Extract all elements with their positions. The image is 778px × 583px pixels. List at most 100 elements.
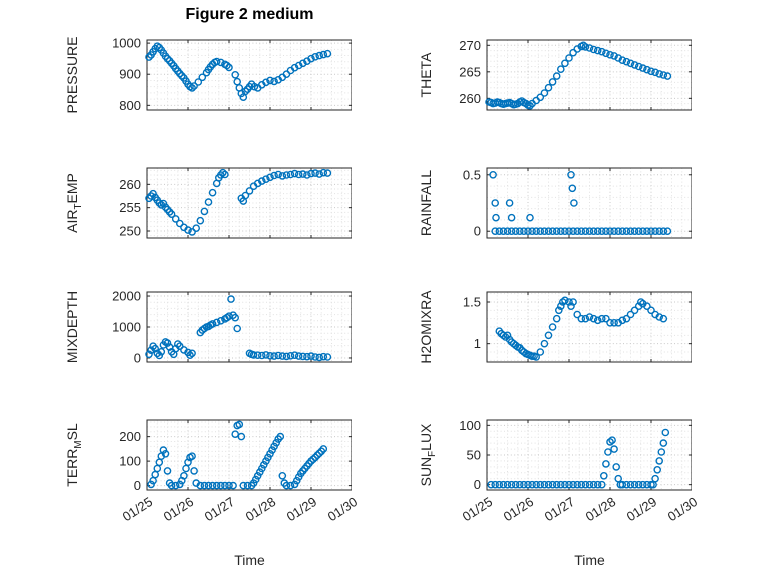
x-tick-label: 01/25 xyxy=(119,494,156,525)
y-tick-label: 270 xyxy=(459,38,481,53)
plot-area-svg: 0 1000 2000 xyxy=(112,290,352,364)
data-point-marker xyxy=(149,189,157,198)
y-axis-label-text: H2OMIXRA xyxy=(418,290,434,364)
data-point-marker xyxy=(235,420,244,429)
data-point-marker xyxy=(323,169,332,177)
x-tick-label: 01/27 xyxy=(541,494,578,525)
data-point-marker xyxy=(581,43,590,51)
data-point-marker xyxy=(573,480,581,489)
data-point-marker xyxy=(184,226,192,234)
data-point-marker xyxy=(569,298,577,306)
data-point-marker xyxy=(597,480,606,489)
data-point-marker xyxy=(268,446,276,454)
data-point-marker xyxy=(647,227,655,235)
data-point-marker xyxy=(589,480,598,489)
data-point-marker xyxy=(225,63,233,72)
data-point-marker xyxy=(292,476,301,485)
data-point-marker xyxy=(163,54,172,63)
data-point-marker xyxy=(524,480,532,489)
data-point-marker xyxy=(602,314,610,323)
y-tick-label: 0.5 xyxy=(463,167,481,182)
data-point-marker xyxy=(153,349,162,358)
data-point-marker xyxy=(520,480,528,489)
data-point-marker xyxy=(651,68,659,77)
data-point-marker xyxy=(548,78,557,86)
data-point-marker xyxy=(663,227,672,235)
data-point-marker xyxy=(274,170,282,179)
subplot-sunflux: SUNFLUX 0 50 100 xyxy=(418,418,692,492)
plot-area-svg: 11.5 xyxy=(463,291,692,363)
data-point-marker xyxy=(647,67,655,76)
data-point-marker xyxy=(511,480,520,489)
data-point-marker xyxy=(626,227,635,235)
data-point-marker xyxy=(599,472,608,480)
data-point-marker xyxy=(282,70,291,79)
y-axis-label-text: SUNFLUX xyxy=(418,423,438,487)
data-point-marker xyxy=(593,227,602,235)
data-point-marker xyxy=(147,346,155,355)
data-point-marker xyxy=(245,187,254,195)
subplot-theta: THETA 260 265 270 xyxy=(418,38,692,112)
data-point-marker xyxy=(208,320,217,328)
y-tick-label: 0 xyxy=(134,350,141,364)
data-point-marker xyxy=(561,59,569,68)
data-point-marker xyxy=(323,49,332,58)
data-point-marker xyxy=(532,480,540,489)
y-tick-label: 900 xyxy=(119,67,141,82)
data-point-marker xyxy=(307,457,315,465)
data-point-marker xyxy=(311,353,319,361)
data-point-marker xyxy=(597,47,606,56)
data-point-marker xyxy=(298,170,307,178)
data-point-marker xyxy=(217,316,225,325)
subplot-rainfall: RAINFALL 0 0.5 xyxy=(418,166,692,240)
data-point-marker xyxy=(278,172,287,180)
subplot-mixdepth: MIXDEPTH 0 1000 2000 xyxy=(64,290,352,364)
data-point-marker xyxy=(290,63,299,72)
data-point-marker xyxy=(274,351,282,360)
data-point-marker xyxy=(608,436,616,445)
data-point-marker xyxy=(276,432,285,441)
data-point-marker xyxy=(307,169,315,178)
data-point-marker xyxy=(270,77,278,86)
data-point-marker xyxy=(618,56,627,65)
data-point-marker xyxy=(569,227,577,235)
data-point-marker xyxy=(315,353,323,362)
data-point-marker xyxy=(606,227,614,235)
data-point-marker xyxy=(250,82,259,91)
data-point-marker xyxy=(171,481,180,490)
y-tick-label: 100 xyxy=(119,454,141,469)
data-point-marker xyxy=(262,78,270,87)
data-point-marker xyxy=(540,339,549,348)
y-tick-label: 50 xyxy=(467,448,481,463)
data-point-marker xyxy=(167,210,176,219)
data-point-marker xyxy=(655,313,663,321)
data-point-marker xyxy=(589,227,598,235)
data-point-marker xyxy=(190,467,198,475)
data-point-marker xyxy=(212,481,221,490)
data-point-marker xyxy=(290,480,299,489)
data-point-marker xyxy=(557,480,565,489)
y-tick-label: 100 xyxy=(459,418,481,433)
data-point-marker xyxy=(319,352,328,361)
data-point-marker xyxy=(643,65,651,74)
data-point-marker xyxy=(516,480,524,489)
data-point-marker xyxy=(561,227,569,235)
data-point-marker xyxy=(249,351,258,359)
data-point-marker xyxy=(532,353,540,361)
data-point-marker xyxy=(581,227,590,235)
data-point-marker xyxy=(313,451,321,460)
data-point-marker xyxy=(259,461,268,469)
subplot-h2omixra: H2OMIXRA 1 1.5 xyxy=(418,290,692,364)
data-point-marker xyxy=(171,215,180,223)
data-point-marker xyxy=(536,227,545,235)
data-point-marker xyxy=(145,53,153,61)
data-point-marker xyxy=(634,227,643,235)
y-axis-label: AIRTEMP xyxy=(62,133,84,273)
data-point-marker xyxy=(266,450,274,458)
data-point-marker xyxy=(561,296,569,305)
data-point-marker xyxy=(204,481,213,490)
data-point-marker xyxy=(528,227,536,235)
data-point-marker xyxy=(241,87,250,96)
data-point-marker xyxy=(294,170,303,179)
data-point-marker xyxy=(319,50,328,59)
